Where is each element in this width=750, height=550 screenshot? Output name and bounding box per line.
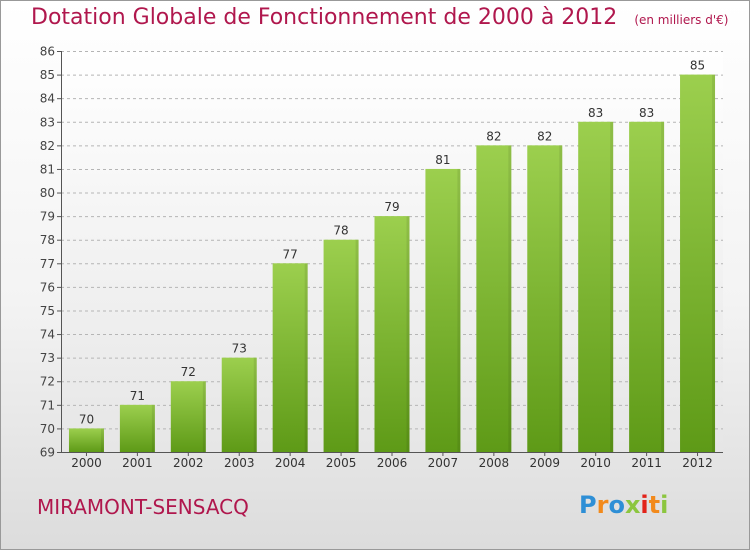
bar-shade [202, 381, 206, 452]
x-tick-label: 2000 [71, 456, 102, 470]
bar-shade [304, 263, 308, 452]
data-label: 72 [181, 365, 196, 379]
y-tick-label: 76 [40, 280, 55, 294]
bar-shade [355, 239, 359, 452]
data-label: 70 [79, 412, 94, 426]
logo-letter: i [640, 491, 649, 519]
x-tick-label: 2008 [479, 456, 510, 470]
y-tick-label: 70 [40, 422, 55, 436]
bar [119, 404, 155, 452]
logo-letter: o [608, 491, 625, 519]
bar [629, 121, 665, 452]
bar-shade [253, 357, 257, 452]
x-tick-label: 2006 [377, 456, 408, 470]
bar [221, 357, 257, 452]
data-label: 77 [283, 247, 298, 261]
bar [527, 145, 563, 452]
x-tick-label: 2012 [682, 456, 713, 470]
bar-shade [457, 168, 461, 453]
y-tick-label: 72 [40, 375, 55, 389]
data-label: 78 [333, 224, 348, 238]
data-label: 82 [486, 129, 501, 143]
x-tick-label: 2003 [224, 456, 255, 470]
x-tick-label: 2001 [122, 456, 153, 470]
x-tick-label: 2004 [275, 456, 306, 470]
y-tick-label: 85 [40, 68, 55, 82]
x-tick-label: 2002 [173, 456, 204, 470]
y-tick-label: 73 [40, 351, 55, 365]
logo-letter: x [624, 491, 641, 519]
x-tick-label: 2009 [529, 456, 560, 470]
bar-shade [100, 428, 104, 452]
bar [68, 428, 104, 452]
bar-shade [610, 121, 614, 452]
data-label: 85 [690, 59, 705, 73]
y-tick-label: 75 [40, 304, 55, 318]
chart-title-text: Dotation Globale de Fonctionnement de 20… [31, 5, 618, 30]
data-label: 71 [130, 389, 145, 403]
y-tick-label: 74 [40, 328, 55, 342]
data-label: 82 [537, 129, 552, 143]
x-tick-label: 2011 [631, 456, 662, 470]
bar [476, 145, 512, 452]
commune-name: MIRAMONT-SENSACQ [37, 495, 249, 519]
logo-letter: i [660, 491, 669, 519]
bar [425, 168, 461, 453]
bar-shade [508, 145, 512, 452]
bar-shade [559, 145, 563, 452]
y-tick-label: 80 [40, 186, 55, 200]
logo-letter: r [596, 491, 609, 519]
y-tick-label: 81 [40, 162, 55, 176]
x-tick-label: 2010 [580, 456, 611, 470]
data-label: 83 [588, 106, 603, 120]
y-tick-label: 83 [40, 115, 55, 129]
logo-letter: P [579, 491, 597, 519]
y-tick-label: 69 [40, 446, 55, 460]
bar [323, 239, 359, 452]
data-label: 83 [639, 106, 654, 120]
bar-shade [151, 404, 155, 452]
bar-shade [661, 121, 665, 452]
bar [272, 263, 308, 452]
logo-letter: t [648, 491, 661, 519]
bar [680, 74, 716, 453]
data-label: 79 [384, 200, 399, 214]
x-tick-label: 2007 [428, 456, 459, 470]
bar-shade [406, 216, 410, 452]
bar-shade [712, 74, 716, 453]
bar [578, 121, 614, 452]
bar [170, 381, 206, 452]
y-tick-label: 71 [40, 398, 55, 412]
data-label: 81 [435, 153, 450, 167]
y-tick-label: 78 [40, 233, 55, 247]
bar [374, 216, 410, 452]
y-tick-label: 82 [40, 139, 55, 153]
y-tick-label: 86 [40, 45, 55, 59]
y-tick-label: 79 [40, 210, 55, 224]
chart-subtitle: (en milliers d'€) [634, 13, 729, 27]
chart-title: Dotation Globale de Fonctionnement de 20… [31, 5, 728, 30]
x-tick-label: 2005 [326, 456, 357, 470]
proxiti-logo: Proxiti [579, 491, 668, 519]
y-tick-label: 77 [40, 257, 55, 271]
data-label: 73 [232, 342, 247, 356]
y-tick-label: 84 [40, 92, 55, 106]
